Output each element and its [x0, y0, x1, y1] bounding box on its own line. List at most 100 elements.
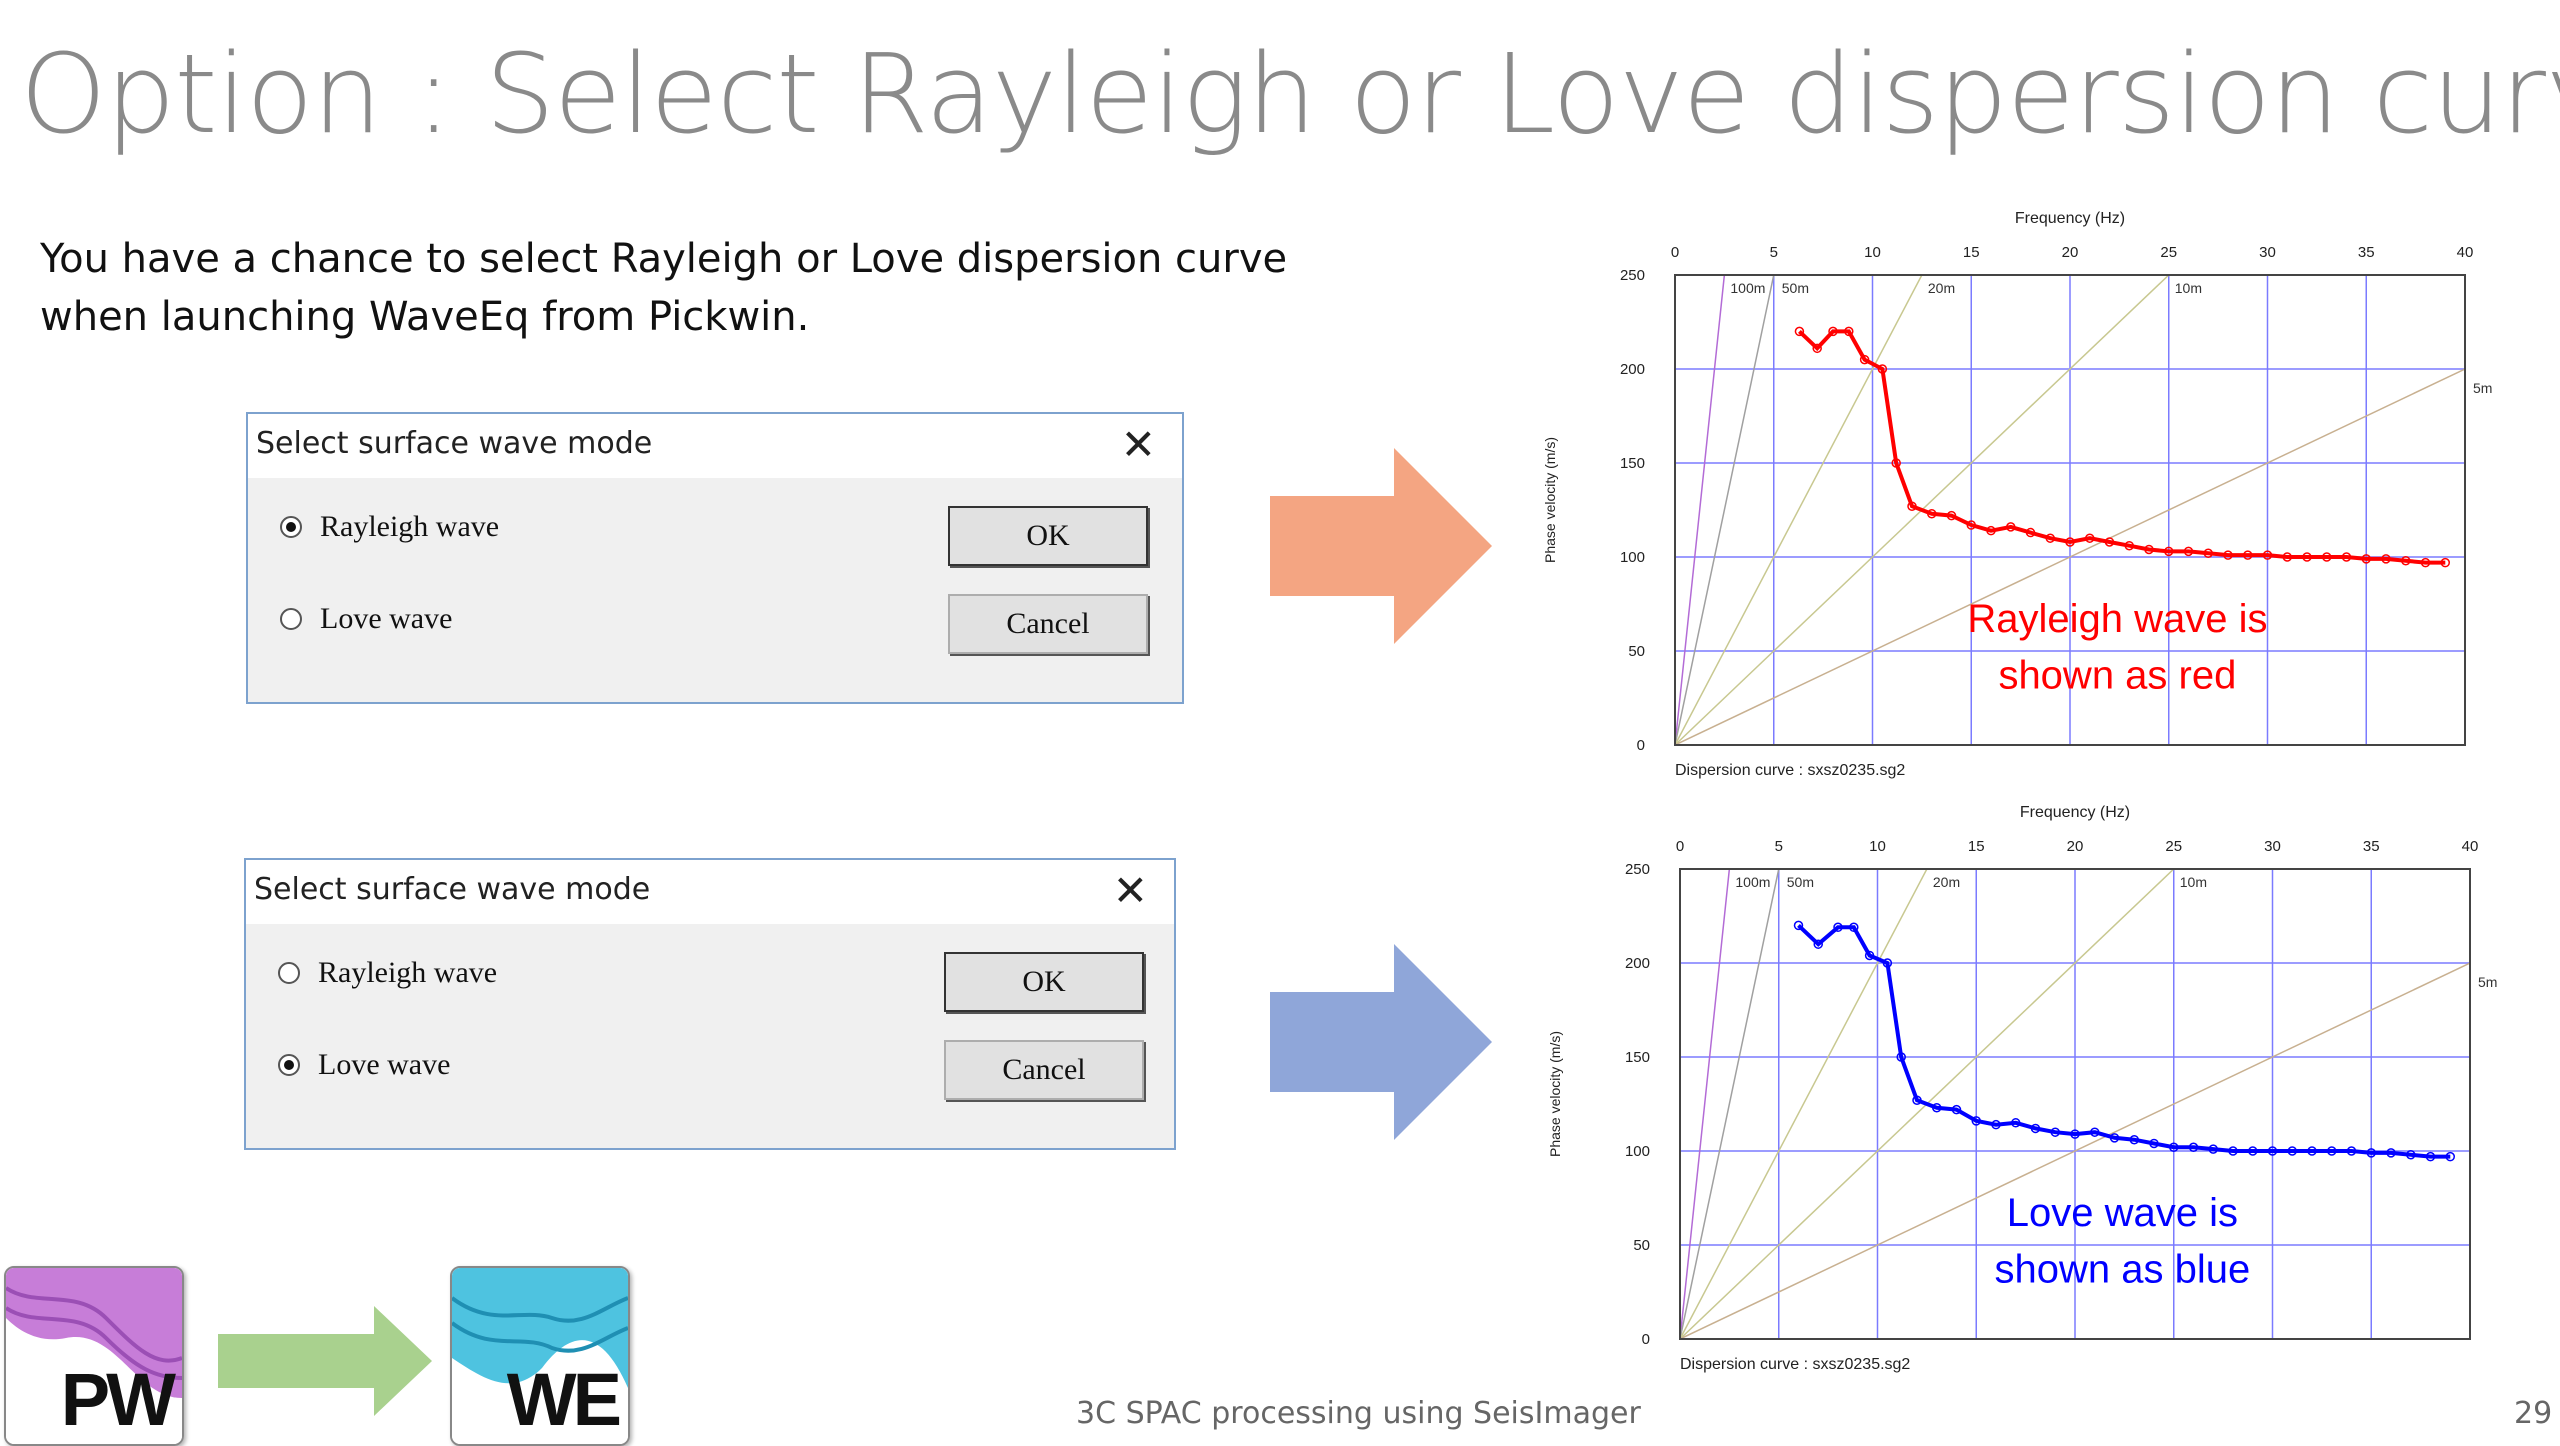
wavelength-line: [1680, 962, 2470, 1339]
y-tick-label: 150: [1625, 1049, 1650, 1066]
curve-annotation-line-2: shown as red: [1998, 654, 2236, 698]
data-point: [2381, 554, 2391, 564]
wavelength-line: [1675, 368, 2465, 745]
data-point: [1859, 354, 1870, 365]
radio-button-checked[interactable]: [278, 1054, 300, 1076]
chart-caption: Dispersion curve : sxsz0235.sg2: [1680, 1356, 1910, 1373]
ok-button[interactable]: OK: [944, 952, 1144, 1012]
data-point: [1833, 922, 1843, 933]
wavelength-label: 50m: [1787, 874, 1814, 890]
curve-annotation-line-1: Rayleigh wave is: [1967, 597, 2267, 641]
data-point: [1991, 1119, 2001, 1130]
close-icon[interactable]: ✕: [1120, 420, 1156, 469]
y-axis-title: Phase velocity (m/s): [1547, 1031, 1563, 1157]
data-point: [2248, 1146, 2258, 1156]
radio-button[interactable]: [280, 608, 302, 630]
x-tick-label: 20: [2067, 838, 2084, 855]
y-axis-title: Phase velocity (m/s): [1542, 437, 1558, 563]
radio-label: Rayleigh wave: [318, 956, 498, 989]
arrow-right-icon-orange: [1270, 448, 1492, 644]
x-axis-title: Frequency (Hz): [2015, 210, 2125, 227]
data-point: [2366, 1148, 2376, 1158]
intro-text: You have a chance to select Rayleigh or …: [40, 230, 1320, 346]
data-point: [1951, 1104, 1962, 1115]
data-point: [2109, 1133, 2120, 1143]
x-tick-label: 0: [1671, 244, 1679, 261]
y-tick-label: 250: [1620, 267, 1645, 284]
intro-line-2: when launching WaveEq from Pickwin.: [40, 294, 810, 340]
y-tick-label: 0: [1637, 737, 1645, 754]
data-point: [1907, 501, 1917, 511]
radio-button-checked[interactable]: [280, 516, 302, 538]
curve-annotation-line-2: shown as blue: [1995, 1248, 2251, 1292]
x-tick-label: 35: [2358, 244, 2375, 261]
cancel-button[interactable]: Cancel: [948, 594, 1148, 654]
data-point: [1849, 922, 1859, 933]
radio-rayleigh-wave[interactable]: Rayleigh wave: [280, 510, 499, 544]
page-number: 29: [2514, 1396, 2553, 1431]
data-point: [1793, 920, 1804, 931]
cancel-button[interactable]: Cancel: [944, 1040, 1144, 1100]
data-point: [2124, 540, 2134, 551]
y-tick-label: 200: [1625, 955, 1650, 972]
data-point: [1844, 326, 1854, 337]
data-point: [2045, 533, 2055, 543]
data-point: [2243, 550, 2253, 560]
x-tick-label: 10: [1869, 838, 1886, 855]
data-point: [2327, 1146, 2337, 1156]
data-point: [2025, 527, 2036, 538]
data-point: [1882, 958, 1893, 968]
data-point: [1891, 458, 1901, 468]
data-point: [1812, 343, 1822, 354]
curve-annotation-line-1: Love wave is: [2007, 1191, 2238, 1235]
waveeq-logo: WE: [450, 1266, 630, 1446]
x-tick-label: 5: [1770, 244, 1778, 261]
dispersion-curve: [1797, 923, 2451, 1159]
data-point: [1946, 510, 1957, 521]
waveeq-logo-text: WE: [506, 1358, 622, 1441]
y-tick-label: 50: [1633, 1237, 1650, 1254]
wavelength-line: [1675, 275, 1923, 745]
chart-caption: Dispersion curve : sxsz0235.sg2: [1675, 762, 1905, 779]
plot-frame: [1674, 274, 2466, 746]
radio-love-wave[interactable]: Love wave: [280, 602, 452, 636]
dialog-title: Select surface wave mode: [256, 426, 653, 461]
data-point: [1971, 1116, 1981, 1126]
radio-label: Rayleigh wave: [320, 510, 500, 543]
rayleigh-dispersion-chart: 100m 50m 20m 10m 5m 0 5 10 15 20 25 30 35 40 0 50 100 150…: [1542, 210, 2492, 779]
x-tick-label: 30: [2264, 838, 2281, 855]
arrow-right-icon-blue: [1270, 944, 1492, 1140]
data-point: [1912, 1095, 1922, 1105]
wavelength-label: 100m: [1730, 280, 1765, 296]
ok-button[interactable]: OK: [948, 506, 1148, 566]
data-point: [1966, 520, 1976, 530]
data-point: [1828, 326, 1838, 337]
wavelength-line: [1680, 869, 1780, 1339]
wavelength-label: 5m: [2478, 974, 2497, 990]
data-point: [2208, 1144, 2218, 1154]
data-point: [2228, 1146, 2238, 1156]
data-point: [2386, 1148, 2396, 1158]
data-point: [2401, 556, 2411, 566]
radio-love-wave[interactable]: Love wave: [278, 1048, 450, 1082]
data-point: [2307, 1146, 2317, 1156]
y-tick-label: 100: [1620, 549, 1645, 566]
close-icon[interactable]: ✕: [1112, 866, 1148, 915]
data-point: [2085, 533, 2095, 543]
data-point: [2203, 548, 2213, 558]
x-tick-label: 15: [1963, 244, 1980, 261]
data-point: [1813, 939, 1823, 949]
radio-button[interactable]: [278, 962, 300, 984]
data-point: [2361, 554, 2371, 564]
data-point: [1877, 364, 1888, 374]
y-tick-label: 50: [1628, 643, 1645, 660]
wavelength-line: [1675, 275, 1775, 745]
data-point: [2006, 522, 2016, 532]
radio-rayleigh-wave[interactable]: Rayleigh wave: [278, 956, 497, 990]
slide-title: Option : Select Rayleigh or Love dispers…: [20, 30, 2560, 158]
intro-line-1: You have a chance to select Rayleigh or …: [40, 236, 1288, 282]
data-point: [1794, 326, 1805, 337]
data-point: [2341, 552, 2352, 562]
y-tick-label: 250: [1625, 861, 1650, 878]
wavelength-label: 20m: [1928, 280, 1955, 296]
